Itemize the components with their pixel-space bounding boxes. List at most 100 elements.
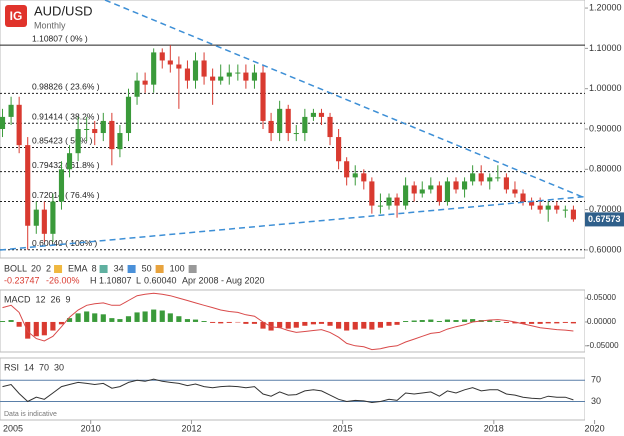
fib-label: 0.72014 ( 76.4% ) <box>32 190 100 200</box>
low-label: L <box>136 275 141 285</box>
macd-bar <box>386 321 392 326</box>
macd-bar <box>562 321 568 323</box>
candle-body <box>570 209 576 220</box>
marks: 1.10807 ( 0% ) 0.98826 ( 23.6% ) 0.91414 (… <box>0 33 585 404</box>
macd-bar <box>117 319 123 322</box>
rsi-panel <box>0 357 586 421</box>
symbol: AUD/USD <box>34 3 93 18</box>
candle-body <box>487 177 493 182</box>
macd-bar <box>537 321 543 324</box>
candle-body <box>512 189 518 194</box>
legend-label: 34 <box>114 263 124 273</box>
candle-body <box>478 173 484 182</box>
candle-body <box>33 209 39 226</box>
candle-body <box>134 80 140 97</box>
candle-body <box>167 60 173 65</box>
macd-bar <box>403 321 409 322</box>
footnote: Data is indicative <box>4 411 57 418</box>
candle-body <box>201 60 207 77</box>
candle-body <box>100 120 106 134</box>
candle-body <box>436 185 442 202</box>
fib-label: 0.85423 ( 50% ) <box>32 136 93 146</box>
fib-label: 1.10807 ( 0% ) <box>32 33 88 43</box>
last-price: 0.67573 <box>588 214 621 224</box>
y-tick-label: 0.70000 <box>589 204 622 214</box>
legend-label: BOLL <box>4 263 27 273</box>
y-tick-label: 1.00000 <box>589 83 622 93</box>
candle-body <box>125 96 132 134</box>
change-pct: -26.00% <box>46 275 80 285</box>
change: -0.23747 <box>4 275 40 285</box>
x-tick-label: 2015 <box>333 423 353 433</box>
range: Apr 2008 - Aug 2020 <box>182 275 265 285</box>
logo <box>5 5 27 27</box>
macd-bar <box>142 311 148 322</box>
candle-body <box>210 76 216 81</box>
candle-body <box>92 129 98 134</box>
x-start-label: 2005 <box>3 423 23 433</box>
candle-body <box>117 133 123 150</box>
x-tick-label: 2012 <box>181 423 201 433</box>
rsi-line <box>2 378 574 404</box>
high-label: H <box>90 275 97 285</box>
trendline <box>0 192 624 251</box>
candle-body <box>344 161 350 178</box>
rsi-tick-label: 30 <box>591 396 601 406</box>
fib-label: 0.60040 ( 100% ) <box>32 238 97 248</box>
macd-bar <box>8 320 14 322</box>
legend-swatch <box>127 265 136 273</box>
macd-bar <box>109 318 115 322</box>
candle-body <box>218 76 224 81</box>
macd-bar <box>554 321 560 324</box>
macd-bar <box>369 321 375 330</box>
candle-body <box>428 185 434 190</box>
macd-bar <box>100 314 106 322</box>
macd-bar <box>512 321 518 324</box>
macd-bar <box>462 319 468 322</box>
macd-bar <box>394 321 400 325</box>
candle-body <box>8 104 14 117</box>
candle-body <box>503 177 509 190</box>
candle-body <box>394 197 400 206</box>
logo-text: IG <box>10 9 23 23</box>
macd-bar <box>16 321 22 327</box>
macd-bar <box>503 321 509 323</box>
macd-bar <box>453 320 459 322</box>
candle-body <box>226 72 232 77</box>
candle-body <box>151 52 157 85</box>
candle-body <box>403 185 409 206</box>
macd-bar <box>41 321 47 336</box>
candle-body <box>377 205 383 207</box>
interval: Monthly <box>34 20 66 30</box>
candle-body <box>268 120 274 134</box>
rsi-title: RSI 14 70 30 <box>4 362 64 372</box>
macd-bar <box>0 321 6 322</box>
macd-bar <box>318 321 325 324</box>
macd-bar <box>529 321 535 324</box>
low: 0.60040 <box>144 275 177 285</box>
legend-swatch <box>188 265 197 273</box>
macd-bar <box>66 318 73 322</box>
macd-bar <box>352 321 358 330</box>
candle-body <box>41 209 47 234</box>
macd-bar <box>336 321 342 329</box>
macd-bar <box>125 316 132 322</box>
fib-label: 0.98826 ( 23.6% ) <box>32 82 100 92</box>
candle-body <box>58 169 65 202</box>
candle-body <box>520 193 526 202</box>
candle-body <box>184 68 191 81</box>
candle-body <box>462 181 468 190</box>
candle-body <box>235 72 241 74</box>
macd-bar <box>327 321 333 326</box>
macd-bar <box>545 321 551 324</box>
macd-bar <box>192 319 199 322</box>
candle-body <box>109 120 115 150</box>
candle-body <box>75 129 81 154</box>
macd-bar <box>344 321 350 331</box>
macd-bar <box>92 313 98 322</box>
macd-bar <box>428 319 434 322</box>
price-panel <box>0 0 586 259</box>
legend-swatch <box>54 265 63 273</box>
macd-bar <box>444 319 451 322</box>
candle-body <box>16 104 22 146</box>
